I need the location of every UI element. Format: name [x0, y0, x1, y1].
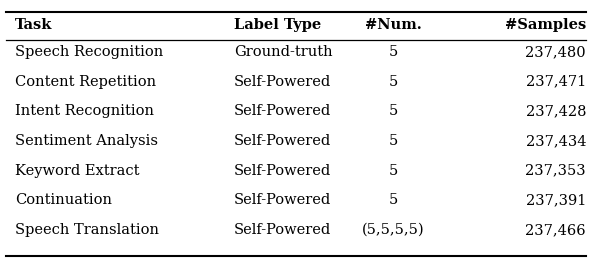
Text: #Samples: #Samples	[505, 18, 586, 32]
Text: Speech Translation: Speech Translation	[15, 223, 159, 237]
Text: 237,471: 237,471	[526, 75, 586, 89]
Text: Label Type: Label Type	[234, 18, 321, 32]
Text: Self-Powered: Self-Powered	[234, 223, 331, 237]
Text: Sentiment Analysis: Sentiment Analysis	[15, 134, 158, 148]
Text: 237,353: 237,353	[526, 164, 586, 178]
Text: 5: 5	[389, 45, 398, 59]
Text: Keyword Extract: Keyword Extract	[15, 164, 139, 178]
Text: 5: 5	[389, 75, 398, 89]
Text: 5: 5	[389, 193, 398, 207]
Text: 237,480: 237,480	[526, 45, 586, 59]
Text: Self-Powered: Self-Powered	[234, 193, 331, 207]
Text: Speech Recognition: Speech Recognition	[15, 45, 163, 59]
Text: Self-Powered: Self-Powered	[234, 164, 331, 178]
Text: (5,5,5,5): (5,5,5,5)	[362, 223, 425, 237]
Text: 237,466: 237,466	[526, 223, 586, 237]
Text: 237,428: 237,428	[526, 104, 586, 118]
Text: 237,391: 237,391	[526, 193, 586, 207]
Text: 5: 5	[389, 134, 398, 148]
Text: #Num.: #Num.	[365, 18, 422, 32]
Text: Self-Powered: Self-Powered	[234, 75, 331, 89]
Text: Continuation: Continuation	[15, 193, 112, 207]
Text: Ground-truth: Ground-truth	[234, 45, 333, 59]
Text: Self-Powered: Self-Powered	[234, 134, 331, 148]
Text: 237,434: 237,434	[526, 134, 586, 148]
Text: Self-Powered: Self-Powered	[234, 104, 331, 118]
Text: 5: 5	[389, 164, 398, 178]
Text: Content Repetition: Content Repetition	[15, 75, 156, 89]
Text: Task: Task	[15, 18, 52, 32]
Text: 5: 5	[389, 104, 398, 118]
Text: Intent Recognition: Intent Recognition	[15, 104, 154, 118]
